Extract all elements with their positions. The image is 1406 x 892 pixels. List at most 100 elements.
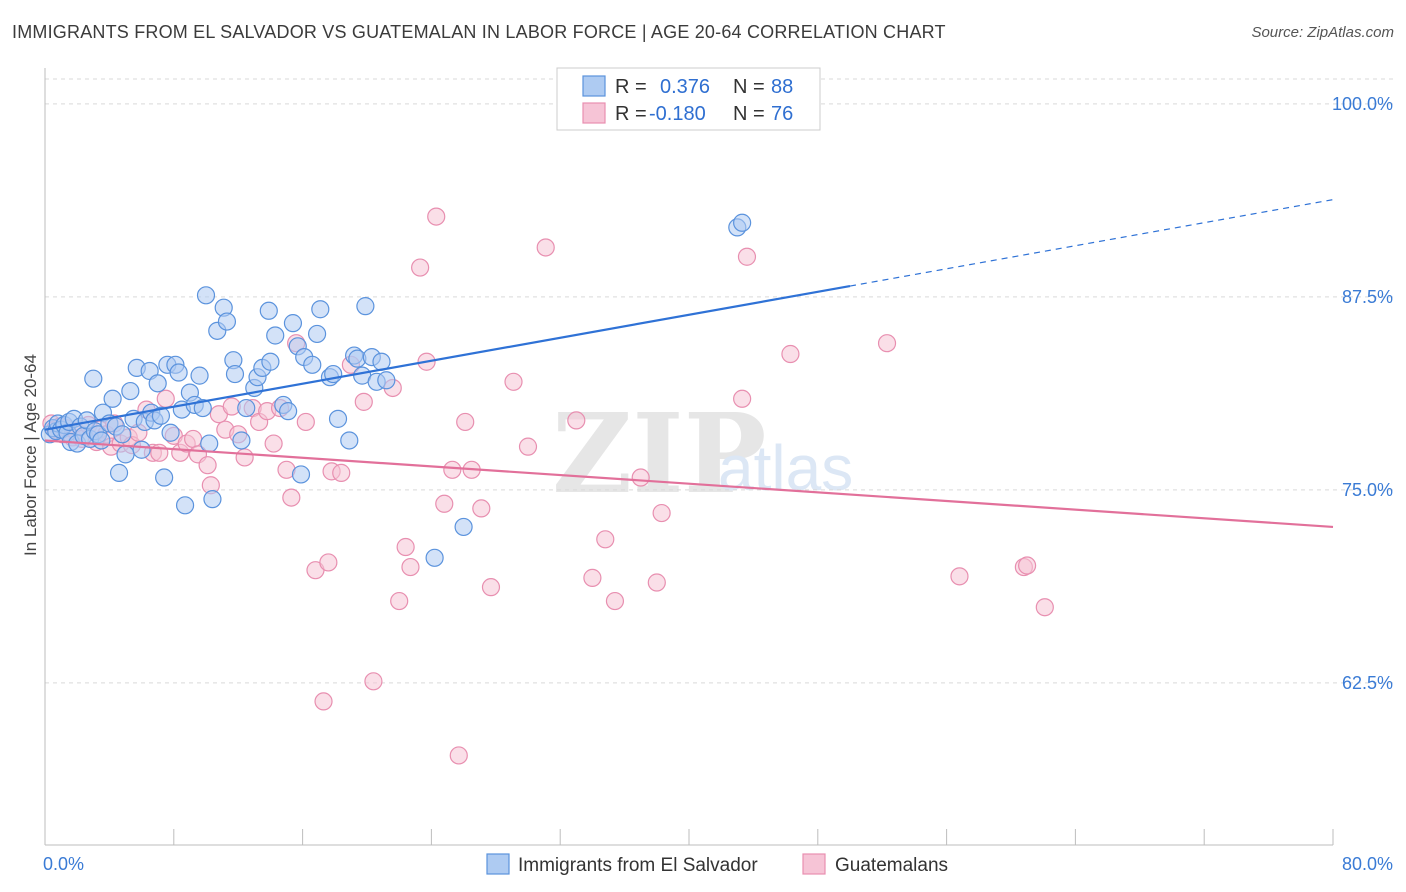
guatemalans-point-65 [504, 372, 523, 391]
el-salvador-point-74 [328, 409, 348, 428]
guatemalans-point-21 [156, 389, 175, 408]
legend-r-label-blue: R = [615, 76, 647, 98]
guatemalans-points [42, 207, 1054, 765]
el-salvador-point-65 [283, 314, 303, 333]
el-salvador-point-46 [193, 398, 212, 418]
el-salvador-point-61 [261, 352, 280, 371]
el-salvador-point-75 [340, 431, 359, 450]
guatemalans-point-68 [567, 411, 586, 430]
bottom-legend-label-pink: Guatemalans [835, 855, 948, 876]
chart-source: Source: ZipAtlas.com [1251, 24, 1394, 41]
guatemalans-point-78 [877, 334, 897, 353]
el-salvador-point-18 [92, 431, 111, 450]
watermark: ZIP atlas [552, 389, 853, 518]
bottom-legend: Immigrants from El Salvador Guatemalans [486, 853, 948, 876]
el-salvador-point-52 [217, 312, 237, 331]
el-salvador-point-40 [169, 363, 188, 382]
x-tick-label-1: 80.0% [1342, 854, 1393, 874]
el-salvador-point-70 [307, 324, 327, 344]
bottom-legend-swatch-blue [486, 853, 510, 875]
el-salvador-point-42 [175, 496, 195, 515]
x-tick-labels: 0.0% 80.0% [43, 854, 1393, 874]
el-salvador-point-15 [84, 369, 103, 388]
legend-n-value-pink: 76 [771, 103, 793, 125]
el-salvador-point-60 [259, 301, 278, 320]
guatemalans-point-25 [184, 429, 203, 449]
el-salvador-point-71 [311, 300, 330, 319]
x-tick-label-0: 0.0% [43, 854, 84, 874]
guatemalans-point-27 [198, 456, 217, 475]
legend-n-value-blue: 88 [771, 76, 793, 98]
watermark-atlas: atlas [718, 432, 853, 504]
guatemalans-point-76 [737, 247, 757, 266]
bottom-legend-label-blue: Immigrants from El Salvador [518, 855, 758, 876]
guatemalans-point-47 [332, 463, 351, 482]
bottom-legend-swatch-pink [802, 853, 826, 875]
el-salvador-point-48 [200, 434, 219, 453]
guatemalans-point-79 [950, 567, 969, 586]
el-salvador-point-24 [113, 425, 132, 444]
guatemalans-point-69 [583, 568, 602, 587]
el-salvador-point-83 [377, 371, 396, 390]
grid-lines [45, 78, 1393, 684]
guatemalans-point-57 [427, 207, 446, 226]
trend-line-el-salvador-extension [849, 199, 1334, 287]
chart-title: IMMIGRANTS FROM EL SALVADOR VS GUATEMALA… [12, 22, 946, 42]
guatemalans-point-59 [443, 460, 462, 479]
guatemalans-point-33 [235, 448, 254, 467]
guatemalans-point-40 [282, 488, 301, 507]
guatemalans-point-37 [264, 434, 283, 453]
guatemalans-point-58 [435, 494, 454, 513]
guatemalans-point-75 [733, 389, 752, 408]
legend-r-label-pink: R = [615, 103, 647, 125]
guatemalans-point-49 [354, 392, 373, 411]
guatemalans-point-73 [647, 573, 666, 592]
watermark-zip: ZIP [552, 389, 766, 518]
el-salvador-point-29 [132, 440, 151, 459]
el-salvador-point-45 [190, 366, 209, 385]
y-axis-label: In Labor Force | Age 20-64 [21, 354, 40, 556]
guatemalans-point-50 [364, 672, 383, 691]
guatemalans-point-53 [396, 537, 415, 557]
guatemalans-point-45 [319, 553, 338, 572]
el-salvador-point-47 [196, 286, 216, 305]
y-tick-label-0: 62.5% [1342, 673, 1393, 693]
axes [44, 68, 1334, 846]
el-salvador-point-85 [454, 517, 473, 537]
guatemalans-point-60 [449, 746, 468, 765]
el-salvador-point-23 [109, 463, 129, 482]
el-salvador-point-35 [151, 406, 171, 425]
el-salvador-point-49 [203, 490, 222, 509]
guatemalans-point-61 [456, 412, 475, 432]
el-salvador-point-87 [733, 213, 752, 232]
guatemalans-point-66 [518, 437, 538, 456]
el-salvador-point-84 [425, 548, 444, 567]
el-salvador-point-67 [291, 465, 311, 484]
legend-swatch-pink [582, 102, 606, 124]
el-salvador-point-54 [225, 364, 245, 384]
guatemalans-point-70 [596, 530, 615, 549]
trend-line-el-salvador [44, 284, 851, 431]
guatemalans-point-52 [390, 591, 409, 611]
legend-r-value-pink: -0.180 [649, 103, 706, 125]
guatemalans-point-81 [1017, 556, 1037, 575]
el-salvador-point-26 [121, 381, 140, 401]
guatemalans-point-44 [314, 692, 333, 711]
el-salvador-point-55 [232, 431, 251, 450]
guatemalans-point-77 [781, 344, 800, 364]
guatemalans-point-55 [411, 258, 430, 277]
trend-line-guatemalans [44, 439, 1334, 529]
el-salvador-point-38 [161, 423, 180, 442]
el-salvador-point-25 [116, 445, 135, 464]
el-salvador-point-36 [155, 468, 174, 487]
guatemalans-point-82 [1035, 598, 1054, 617]
guatemalans-point-54 [401, 557, 420, 577]
legend-swatch-blue [582, 75, 606, 97]
top-legend: R = 0.376 N = 88 R = -0.180 N = 76 [556, 67, 821, 131]
guatemalans-point-72 [631, 468, 650, 487]
legend-r-value-blue: 0.376 [660, 76, 710, 98]
el-salvador-point-21 [103, 389, 122, 408]
y-tick-label-3: 100.0% [1332, 94, 1393, 114]
y-tick-label-1: 75.0% [1342, 480, 1393, 500]
y-tick-label-2: 87.5% [1342, 287, 1393, 307]
